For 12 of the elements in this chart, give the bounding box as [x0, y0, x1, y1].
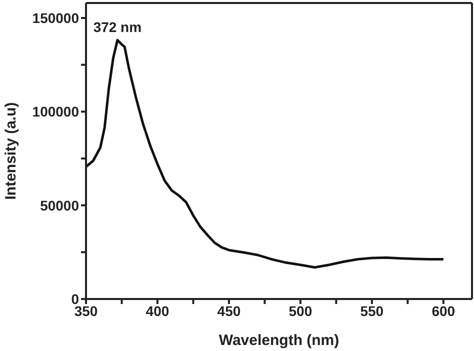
- y-tick-label: 150000: [32, 10, 80, 26]
- annotation: 372 nm: [93, 19, 142, 36]
- x-axis-title: Wavelength (nm): [218, 332, 340, 349]
- x-tick-label: 500: [288, 302, 312, 319]
- y-axis-title: Intensity (a.u): [2, 102, 20, 200]
- y-tick-label: 100000: [32, 104, 80, 120]
- x-tick-label: 450: [217, 302, 241, 319]
- y-tick-label: 50000: [40, 197, 80, 214]
- x-tick-label: 550: [360, 302, 384, 319]
- x-tick-label: 400: [146, 302, 170, 319]
- line-series: [86, 38, 445, 269]
- x-tick-label: 600: [432, 302, 456, 319]
